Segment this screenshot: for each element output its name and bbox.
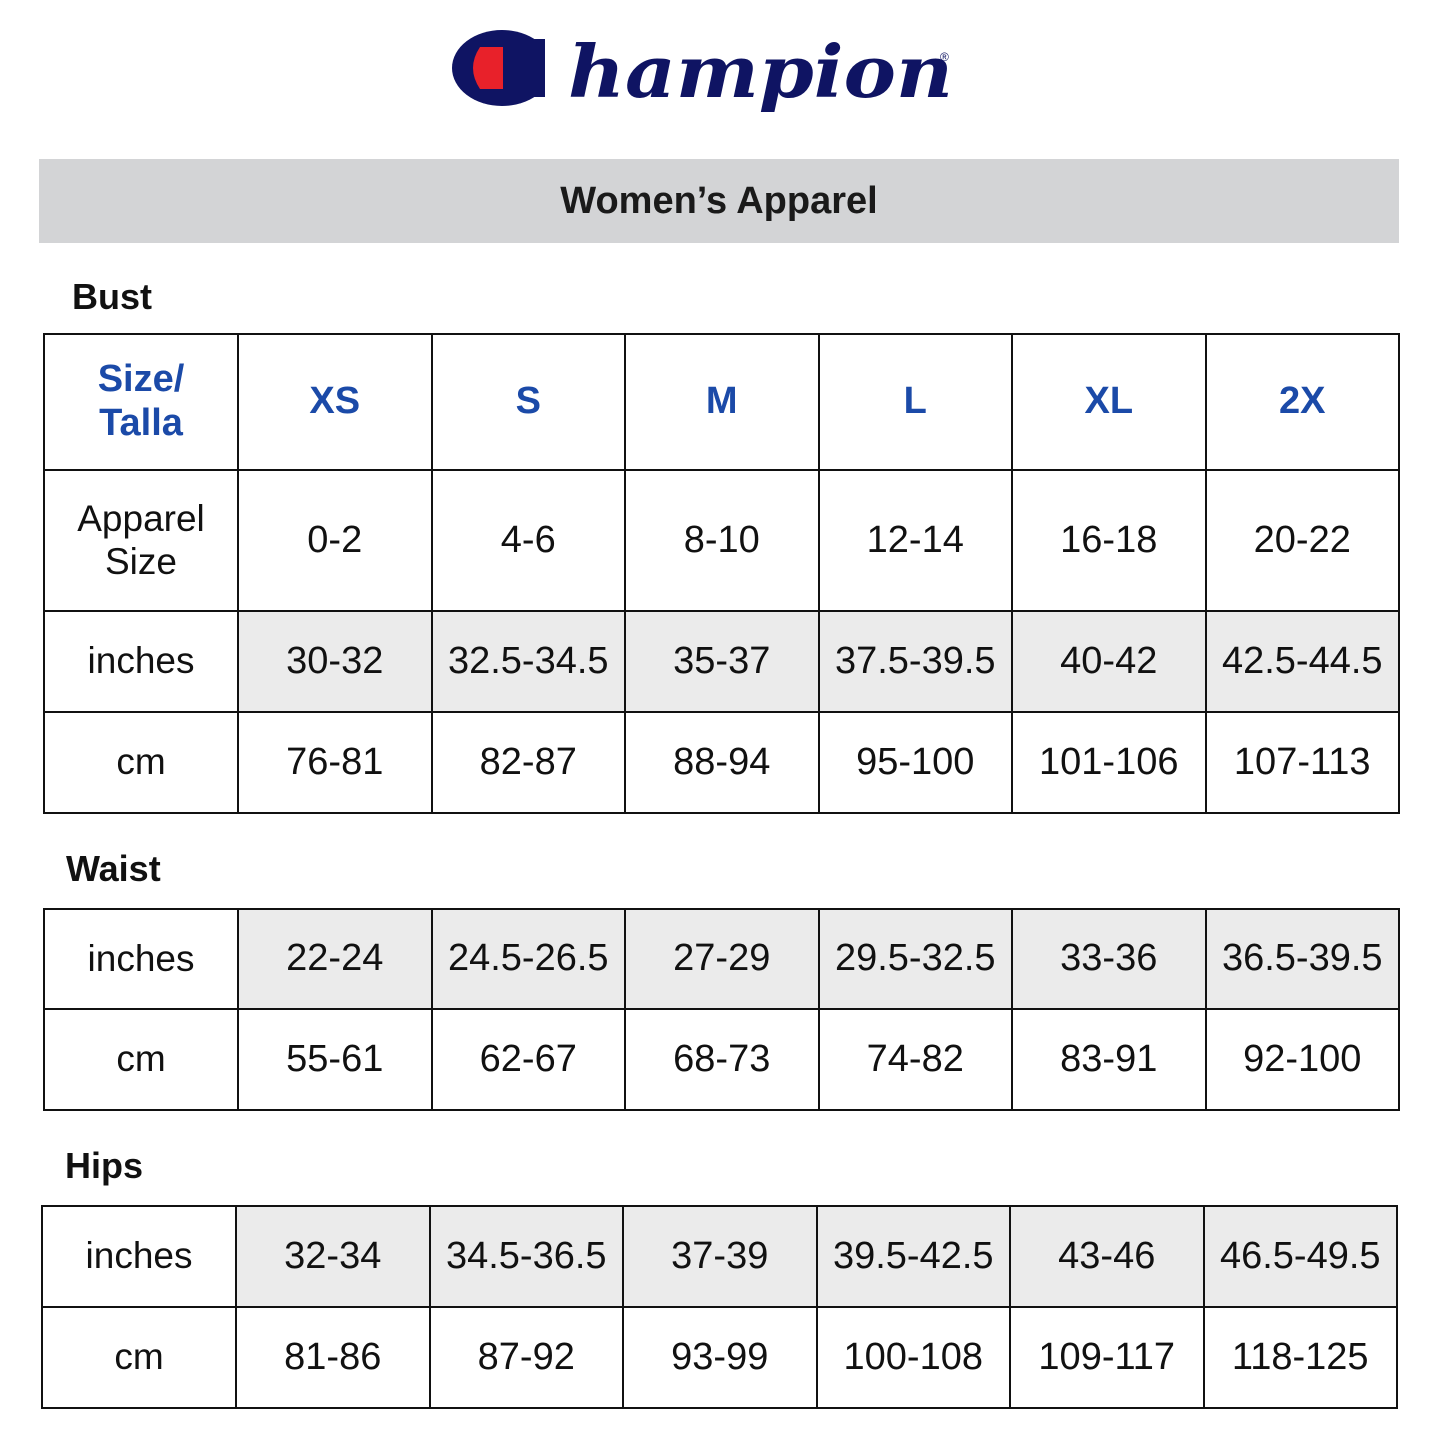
value-cell: 100-108 [815,1306,1011,1409]
value-cell: 24.5-26.5 [430,908,626,1010]
value-cell: 4-6 [430,469,626,612]
value-cell: 46.5-49.5 [1202,1205,1398,1308]
value-cell: 0-2 [237,469,433,612]
value-cell: 87-92 [428,1306,624,1409]
value-cell: 32-34 [235,1205,431,1308]
size-header-cell: S [430,333,626,471]
size-header-cell: 2X [1204,333,1400,471]
value-cell: 30-32 [237,610,433,713]
hips-table: inches 32-34 34.5-36.5 37-39 39.5-42.5 43-46 4… [41,1205,1398,1409]
value-cell: 42.5-44.5 [1204,610,1400,713]
size-header-cell: XL [1011,333,1207,471]
row-label-cell: inches [43,610,239,713]
table-row: inches 30-32 32.5-34.5 35-37 37.5-39.5 40-42 4… [43,610,1400,713]
value-cell: 55-61 [237,1008,433,1111]
value-cell: 88-94 [624,711,820,814]
section-title-hips: Hips [65,1145,144,1186]
value-cell: 101-106 [1011,711,1207,814]
value-cell: 29.5-32.5 [817,908,1013,1010]
size-header-cell: M [624,333,820,471]
value-cell: 35-37 [624,610,820,713]
value-cell: 74-82 [817,1008,1013,1111]
value-cell: 22-24 [237,908,433,1010]
value-cell: 16-18 [1011,469,1207,612]
value-cell: 43-46 [1009,1205,1205,1308]
value-cell: 62-67 [430,1008,626,1111]
section-title-bust: Bust [72,276,152,317]
row-label-cell: cm [43,1008,239,1111]
value-cell: 34.5-36.5 [428,1205,624,1308]
size-header-cell: XS [237,333,433,471]
bust-table: Size/ Talla XS S M L XL 2X Apparel Size 0-2 4-6 8-… [43,333,1400,814]
value-cell: 76-81 [237,711,433,814]
size-label-cell: Size/ Talla [43,333,239,471]
value-cell: 8-10 [624,469,820,612]
table-row: cm 76-81 82-87 88-94 95-100 101-106 107-113 [43,711,1400,814]
champion-logo: hampion ® [450,25,965,130]
value-cell: 68-73 [624,1008,820,1111]
header-row: Size/ Talla XS S M L XL 2X [43,333,1400,471]
table-row: cm 55-61 62-67 68-73 74-82 83-91 92-100 [43,1008,1400,1111]
table-row: Apparel Size 0-2 4-6 8-10 12-14 16-18 20-22 [43,469,1400,612]
value-cell: 37-39 [622,1205,818,1308]
value-cell: 107-113 [1204,711,1400,814]
value-cell: 27-29 [624,908,820,1010]
value-cell: 40-42 [1011,610,1207,713]
value-cell: 109-117 [1009,1306,1205,1409]
value-cell: 118-125 [1202,1306,1398,1409]
table-row: inches 22-24 24.5-26.5 27-29 29.5-32.5 33-36 3… [43,908,1400,1010]
waist-table: inches 22-24 24.5-26.5 27-29 29.5-32.5 33-36 3… [43,908,1400,1111]
row-label-cell: inches [43,908,239,1010]
value-cell: 83-91 [1011,1008,1207,1111]
row-label-cell: Apparel Size [43,469,239,612]
value-cell: 37.5-39.5 [817,610,1013,713]
value-cell: 81-86 [235,1306,431,1409]
value-cell: 12-14 [817,469,1013,612]
value-cell: 95-100 [817,711,1013,814]
value-cell: 33-36 [1011,908,1207,1010]
value-cell: 32.5-34.5 [430,610,626,713]
svg-text:®: ® [940,50,949,64]
svg-text:hampion: hampion [568,29,953,114]
value-cell: 36.5-39.5 [1204,908,1400,1010]
table-row: inches 32-34 34.5-36.5 37-39 39.5-42.5 43-46 4… [41,1205,1398,1308]
table-row: cm 81-86 87-92 93-99 100-108 109-117 118-125 [41,1306,1398,1409]
value-cell: 92-100 [1204,1008,1400,1111]
value-cell: 39.5-42.5 [815,1205,1011,1308]
row-label-cell: cm [43,711,239,814]
section-title-waist: Waist [66,848,161,889]
banner-title: Women’s Apparel [39,159,1399,243]
value-cell: 93-99 [622,1306,818,1409]
row-label-cell: cm [41,1306,237,1409]
row-label-cell: inches [41,1205,237,1308]
value-cell: 82-87 [430,711,626,814]
value-cell: 20-22 [1204,469,1400,612]
size-header-cell: L [817,333,1013,471]
